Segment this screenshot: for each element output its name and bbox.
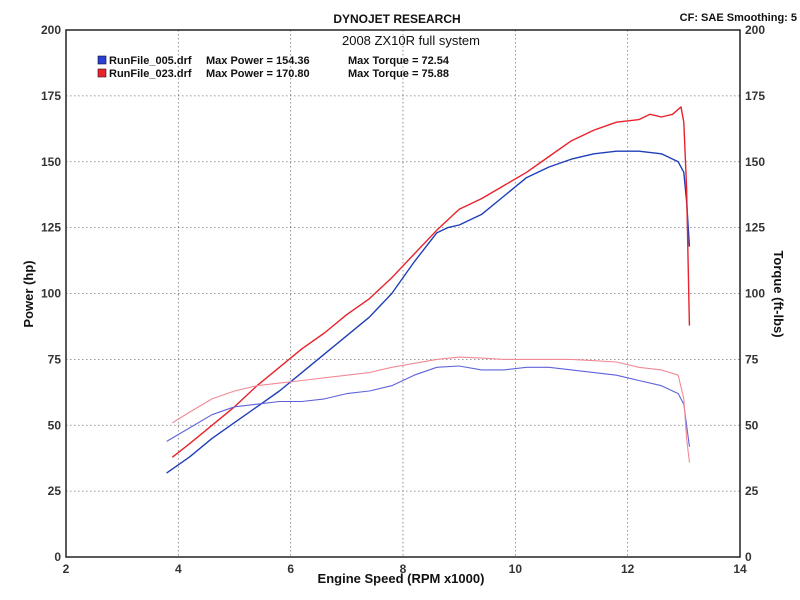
y-axis-left-title: Power (hp) [21,260,36,327]
y-tick-label-left: 200 [41,23,61,37]
y-tick-label-right: 125 [745,221,765,235]
y-tick-label-right: 75 [745,352,759,366]
x-tick-label: 14 [733,562,747,576]
legend-swatch-runfile-023 [97,68,107,78]
series-line-runfile-023-drf-torque [172,356,690,463]
legend-runfile-023-file: RunFile_023.drf [109,68,192,80]
x-tick-label: 8 [400,562,407,576]
legend-runfile-005-file: RunFile_005.drf [109,55,192,67]
y-tick-label-left: 75 [48,352,62,366]
y-tick-label-right: 25 [745,484,759,498]
chart-subtitle: 2008 ZX10R full system [342,33,480,48]
y-tick-label-left: 150 [41,155,61,169]
series-line-runfile-005-drf-torque [166,365,690,447]
x-tick-label: 4 [175,562,182,576]
y-tick-label-left: 100 [41,287,61,301]
legend-runfile-023-max-power: Max Power = 170.80 [206,68,310,80]
legend-runfile-005-max-torque: Max Torque = 72.54 [348,55,450,67]
plot-area-frame [65,29,741,558]
y-tick-label-right: 175 [745,89,765,103]
legend-swatch-runfile-005 [97,55,107,65]
series-line-runfile-005-drf-power [166,150,691,474]
y-tick-label-right: 0 [745,550,752,564]
legend: RunFile_005.drf Max Power = 154.36 Max T… [97,55,450,80]
x-axis-title: Engine Speed (RPM x1000) [318,571,485,586]
x-tick-label: 6 [287,562,294,576]
y-tick-label-left: 175 [41,89,61,103]
legend-runfile-005-max-power: Max Power = 154.36 [206,55,310,67]
x-tick-label: 2 [63,562,70,576]
y-tick-label-right: 50 [745,418,759,432]
y-axis-right-title: Torque (ft-lbs) [771,250,786,337]
legend-runfile-023-max-torque: Max Torque = 75.88 [348,68,449,80]
x-tick-label: 10 [509,562,523,576]
grid [66,30,740,557]
y-tick-label-left: 25 [48,484,62,498]
y-tick-label-right: 200 [745,23,765,37]
y-tick-label-left: 50 [48,418,62,432]
x-tick-label: 12 [621,562,635,576]
series-line-runfile-023-drf-power [172,106,691,458]
y-tick-label-left: 0 [54,550,61,564]
y-tick-label-right: 100 [745,287,765,301]
brand-header: DYNOJET RESEARCH [333,12,460,26]
y-tick-label-left: 125 [41,221,61,235]
series-layer [166,106,691,474]
y-tick-label-right: 150 [745,155,765,169]
settings-header: CF: SAE Smoothing: 5 [680,12,797,24]
